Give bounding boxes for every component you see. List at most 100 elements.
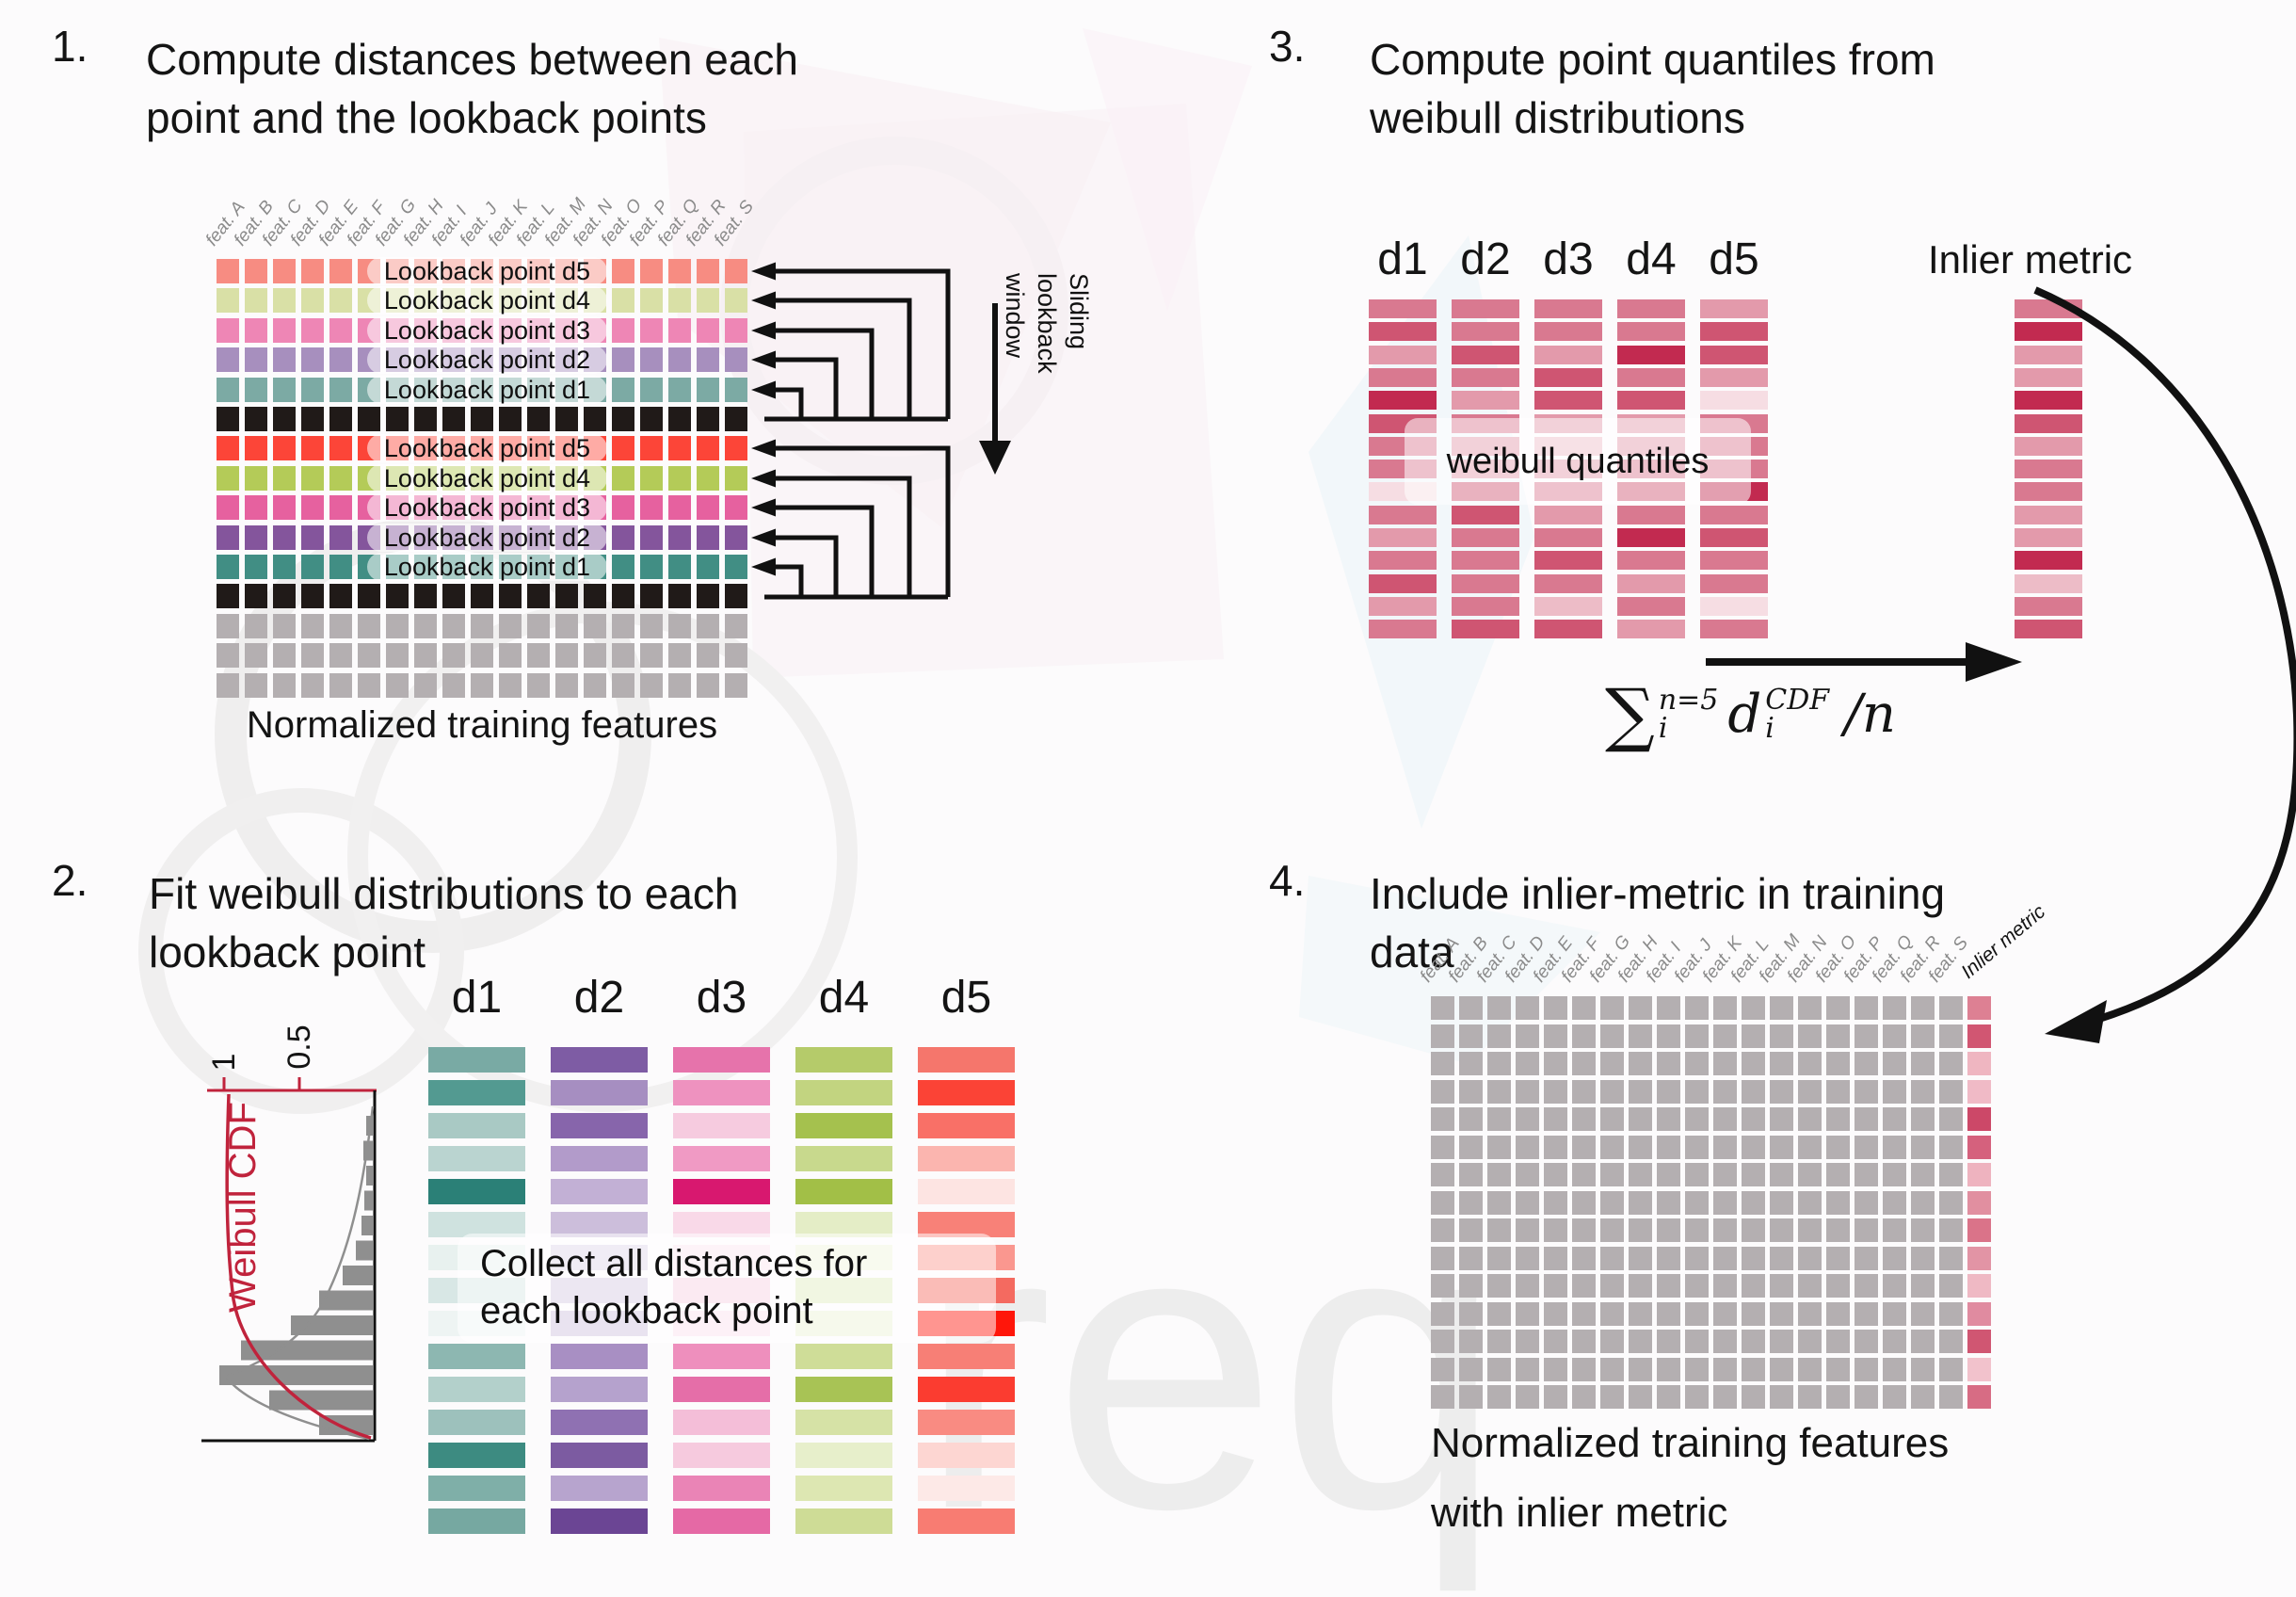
grid-cell: [499, 672, 522, 698]
quantile-average-formula: ∑ n=5 i d CDF i /n: [1605, 680, 1896, 750]
histogram-bar: [356, 1240, 373, 1261]
distance-bar: [673, 1410, 770, 1435]
grid-cell: [668, 259, 691, 283]
grid-cell: [217, 288, 239, 314]
grid-cell: [1826, 1190, 1850, 1215]
grid-cell: [1600, 1052, 1624, 1075]
distance-column-label: d1: [1377, 234, 1428, 284]
grid-cell: [245, 436, 267, 461]
collect-note-line1: Collect all distances for: [480, 1243, 868, 1284]
inlier-metric-cell: [1967, 1274, 1991, 1298]
grid-cell: [1544, 1218, 1567, 1242]
grid-cell: [1657, 1190, 1680, 1215]
grid-cell: [1826, 1218, 1850, 1242]
grid-cell: [1629, 1163, 1652, 1186]
quantile-bar: [1617, 345, 1685, 364]
quantile-bar: [1700, 551, 1768, 571]
grid-cell: [612, 524, 634, 550]
distance-bar: [673, 1113, 770, 1138]
grid-cell: [640, 495, 663, 521]
grid-cell: [1685, 1163, 1709, 1186]
grid-cell: [1826, 1246, 1850, 1270]
formula-d-scripts: CDF i: [1765, 686, 1829, 743]
histogram-bar: [291, 1315, 373, 1335]
inlier-metric-bar: [2015, 299, 2082, 318]
grid-cell: [1770, 1274, 1793, 1298]
distance-bar: [795, 1179, 892, 1204]
grid-cell: [1459, 1301, 1483, 1326]
grid-cell: [725, 465, 747, 491]
panel1-caption: Normalized training features: [246, 704, 718, 746]
grid-cell: [1431, 1218, 1454, 1242]
quantile-bar: [1534, 322, 1602, 342]
grid-cell: [1487, 1190, 1511, 1215]
grid-cell: [301, 288, 324, 314]
grid-cell: [1459, 1385, 1483, 1409]
grid-cell: [1544, 1190, 1567, 1215]
quantile-bar: [1534, 596, 1602, 616]
quantile-bar: [1617, 299, 1685, 318]
grid-cell: [1600, 1330, 1624, 1353]
quantile-bar: [1369, 573, 1437, 593]
grid-cell: [612, 288, 634, 314]
grid-cell: [1516, 1190, 1539, 1215]
grid-cell: [1544, 996, 1567, 1020]
grid-cell: [1713, 1107, 1737, 1131]
grid-cell: [1713, 1218, 1737, 1242]
grid-cell: [1600, 996, 1624, 1020]
grid-cell: [1798, 1163, 1822, 1186]
quantile-bar: [1700, 620, 1768, 639]
quantile-bar: [1534, 391, 1602, 411]
grid-cell: [1826, 1274, 1850, 1298]
grid-cell: [471, 672, 493, 698]
quantile-bar: [1617, 367, 1685, 387]
grid-cell: [1657, 1301, 1680, 1326]
distance-bar: [918, 1344, 1015, 1369]
formula-d: d: [1727, 684, 1762, 745]
grid-cell: [1600, 1190, 1624, 1215]
distance-bar: [428, 1344, 525, 1369]
lookback-point-label: Lookback point d5: [367, 257, 607, 285]
grid-cell: [1713, 1135, 1737, 1159]
grid-cell: [471, 643, 493, 669]
grid-cell: [358, 584, 380, 609]
grid-cell: [273, 377, 296, 402]
distance-bar: [795, 1377, 892, 1402]
grid-cell: [1770, 1330, 1793, 1353]
grid-cell: [329, 465, 352, 491]
lookback-arrowheads-block1: [751, 262, 776, 399]
inlier-metric-bar: [2015, 322, 2082, 342]
grid-cell: [1629, 1274, 1652, 1298]
grid-cell: [1431, 1163, 1454, 1186]
grid-cell: [1685, 1246, 1709, 1270]
grid-cell: [245, 524, 267, 550]
grid-cell: [1657, 996, 1680, 1020]
grid-cell: [1742, 1190, 1765, 1215]
grid-cell: [584, 643, 606, 669]
grid-cell: [1657, 1274, 1680, 1298]
grid-cell: [1742, 1246, 1765, 1270]
grid-cell: [1770, 1357, 1793, 1381]
grid-cell: [1657, 1385, 1680, 1409]
formula-sum: ∑: [1605, 674, 1655, 755]
inlier-metric-bar: [2015, 436, 2082, 456]
grid-cell: [1939, 1301, 1963, 1326]
cdf-tick-05: 0.5: [281, 1024, 317, 1070]
grid-cell: [1854, 996, 1878, 1020]
grid-cell: [329, 288, 352, 314]
grid-cell: [697, 407, 719, 431]
step-3-title-line2: weibull distributions: [1370, 93, 1745, 142]
grid-cell: [386, 407, 409, 431]
grid-cell: [1431, 1107, 1454, 1131]
distance-bar: [673, 1146, 770, 1171]
grid-cell: [414, 672, 437, 698]
quantile-bar: [1700, 528, 1768, 547]
quantile-bar: [1700, 367, 1768, 387]
grid-cell: [414, 643, 437, 669]
grid-cell: [1713, 1079, 1737, 1104]
grid-cell: [1770, 1079, 1793, 1104]
grid-cell: [329, 436, 352, 461]
lookback-point-label: Lookback point d2: [367, 346, 607, 375]
grid-cell: [612, 643, 634, 669]
grid-cell: [725, 584, 747, 609]
